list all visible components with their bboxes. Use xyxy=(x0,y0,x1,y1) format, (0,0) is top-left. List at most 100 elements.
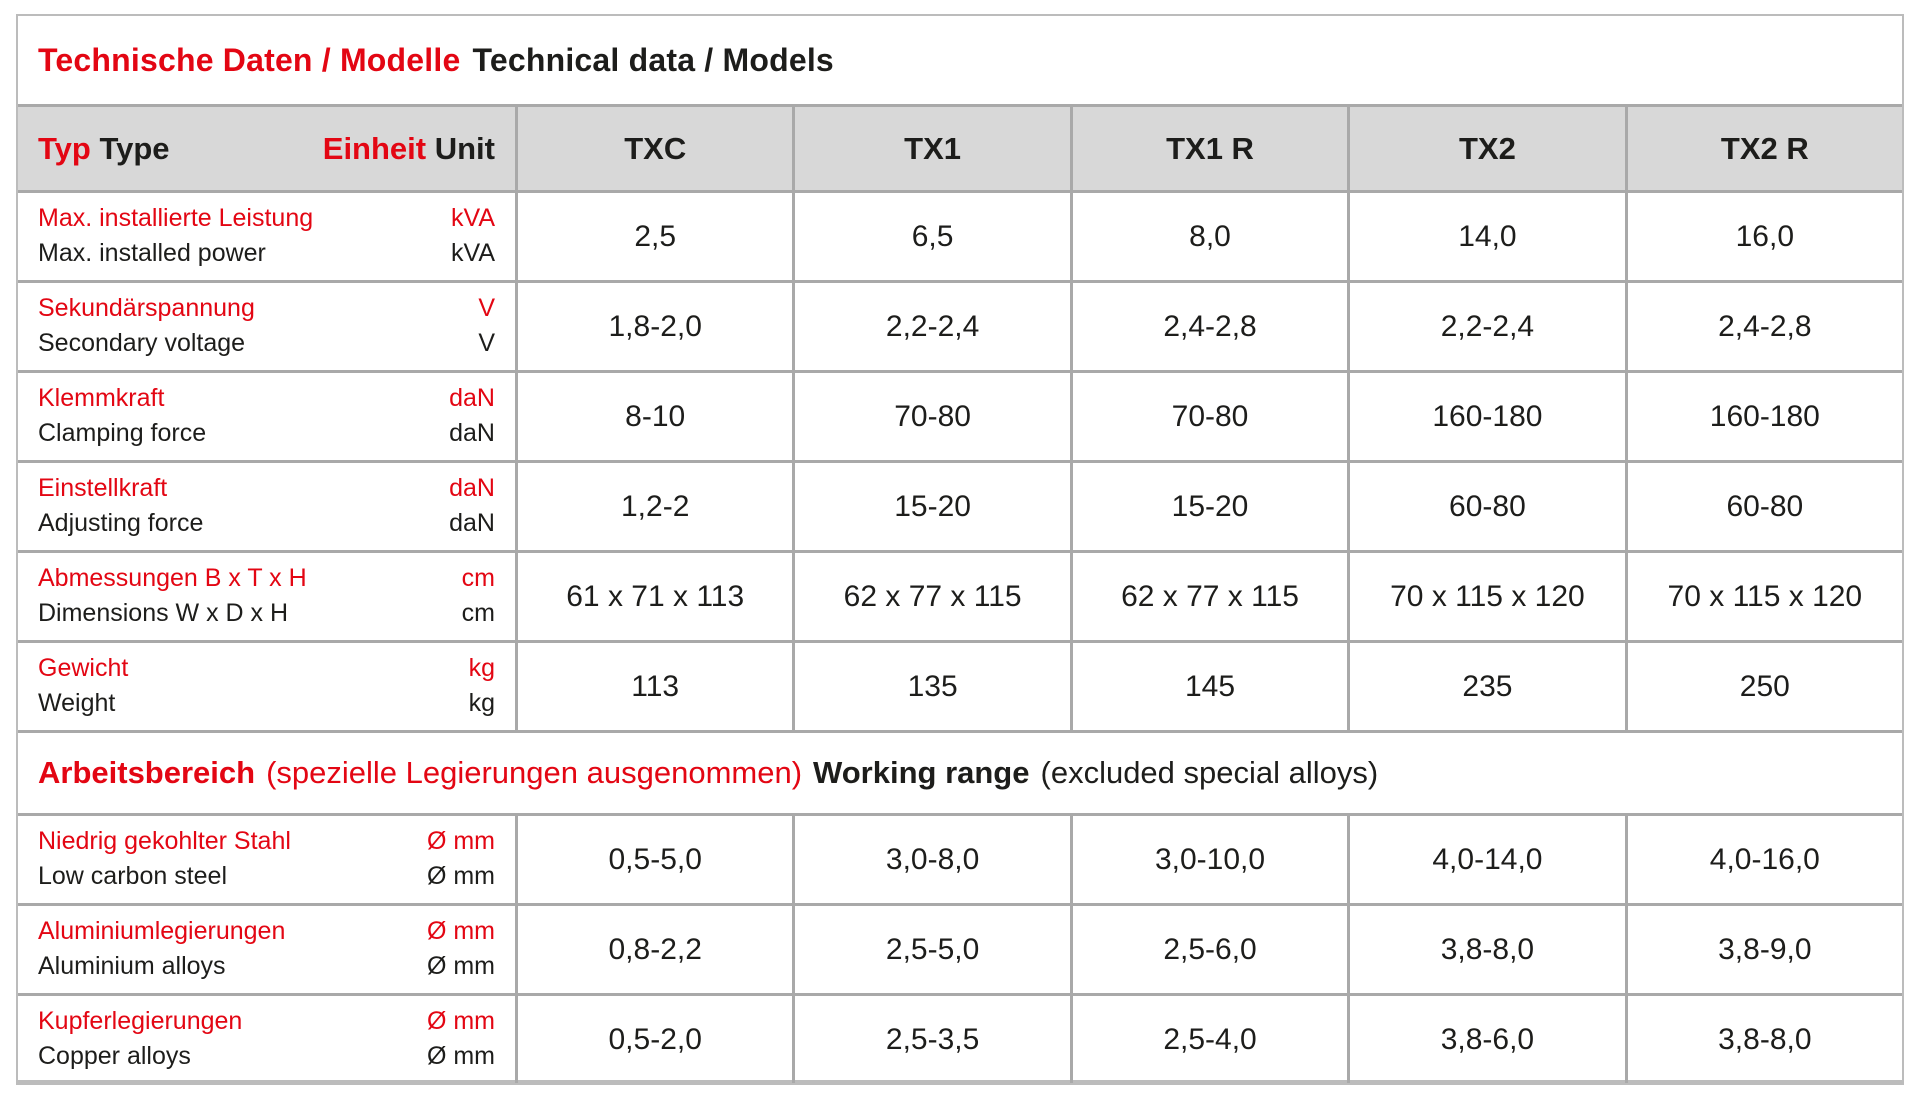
value-cell: 4,0-14,0 xyxy=(1347,816,1624,903)
row-unit-en: kg xyxy=(468,689,495,717)
row-unit-de: daN xyxy=(449,384,495,412)
value-cell: 3,8-6,0 xyxy=(1347,996,1624,1083)
row-label-de: Sekundärspannung xyxy=(38,294,255,322)
value-cell: 15-20 xyxy=(1069,463,1347,550)
value-cell: 3,8-9,0 xyxy=(1624,906,1902,993)
value-cell: 70 x 115 x 120 xyxy=(1347,553,1624,640)
row-unit-en: daN xyxy=(449,509,495,537)
table-row-dimensions: Abmessungen B x T x H cm Dimensions W x … xyxy=(18,550,1902,640)
value-cell: 2,5-6,0 xyxy=(1069,906,1347,993)
row-unit-en: kVA xyxy=(451,239,495,267)
value-cell: 16,0 xyxy=(1624,193,1902,280)
row-unit-de: V xyxy=(478,294,495,322)
header-model-tx1: TX1 xyxy=(792,107,1069,190)
row-label-en: Weight xyxy=(38,689,116,717)
row-label-en: Low carbon steel xyxy=(38,862,228,890)
row-label-cell: Kupferlegierungen Ø mm Copper alloys Ø m… xyxy=(18,996,515,1083)
row-unit-en: daN xyxy=(449,419,495,447)
table-row-secondary-voltage: Sekundärspannung V Secondary voltage V 1… xyxy=(18,280,1902,370)
row-label-cell: Aluminiumlegierungen Ø mm Aluminium allo… xyxy=(18,906,515,993)
value-cell: 3,8-8,0 xyxy=(1624,996,1902,1083)
table-row-low-carbon-steel: Niedrig gekohlter Stahl Ø mm Low carbon … xyxy=(18,813,1902,903)
section-title-en: Working range xyxy=(813,755,1030,790)
value-cell: 2,4-2,8 xyxy=(1624,283,1902,370)
value-cell: 1,8-2,0 xyxy=(515,283,792,370)
value-cell: 2,4-2,8 xyxy=(1069,283,1347,370)
value-cell: 0,8-2,2 xyxy=(515,906,792,993)
value-cell: 113 xyxy=(515,643,792,730)
section-note-en: (excluded special alloys) xyxy=(1040,755,1379,790)
row-unit-en: Ø mm xyxy=(426,862,495,890)
row-unit-de: kVA xyxy=(451,204,495,232)
header-unit-label: Einheit Unit xyxy=(323,131,495,167)
row-unit-en: Ø mm xyxy=(426,1042,495,1070)
value-cell: 2,5-4,0 xyxy=(1069,996,1347,1083)
value-cell: 70-80 xyxy=(1069,373,1347,460)
label-line-english: Aluminium alloys Ø mm xyxy=(38,951,495,981)
row-label-cell: Abmessungen B x T x H cm Dimensions W x … xyxy=(18,553,515,640)
table-row-clamping-force: Klemmkraft daN Clamping force daN 8-10 7… xyxy=(18,370,1902,460)
row-label-cell: Sekundärspannung V Secondary voltage V xyxy=(18,283,515,370)
working-range-section-header: Arbeitsbereich (spezielle Legierungen au… xyxy=(18,730,1902,813)
row-label-cell: Max. installierte Leistung kVA Max. inst… xyxy=(18,193,515,280)
header-type-label: Typ Type xyxy=(38,131,170,167)
header-unit-en: Unit xyxy=(434,130,495,166)
value-cell: 160-180 xyxy=(1624,373,1902,460)
value-cell: 60-80 xyxy=(1624,463,1902,550)
row-label-en: Secondary voltage xyxy=(38,329,246,357)
value-cell: 6,5 xyxy=(792,193,1069,280)
value-cell: 2,2-2,4 xyxy=(792,283,1069,370)
section-note-de: (spezielle Legierungen ausgenommen) xyxy=(266,755,803,790)
row-label-de: Aluminiumlegierungen xyxy=(38,917,286,945)
value-cell: 62 x 77 x 115 xyxy=(792,553,1069,640)
row-label-cell: Niedrig gekohlter Stahl Ø mm Low carbon … xyxy=(18,816,515,903)
value-cell: 15-20 xyxy=(792,463,1069,550)
row-label-en: Copper alloys xyxy=(38,1042,191,1070)
title-german: Technische Daten / Modelle xyxy=(38,41,461,78)
row-unit-en: Ø mm xyxy=(426,952,495,980)
row-label-en: Clamping force xyxy=(38,419,207,447)
row-unit-de: daN xyxy=(449,474,495,502)
label-line-english: Low carbon steel Ø mm xyxy=(38,861,495,891)
table-row-copper-alloys: Kupferlegierungen Ø mm Copper alloys Ø m… xyxy=(18,993,1902,1083)
value-cell: 1,2-2 xyxy=(515,463,792,550)
label-line-english: Max. installed power kVA xyxy=(38,238,495,268)
value-cell: 2,2-2,4 xyxy=(1347,283,1624,370)
label-line-english: Weight kg xyxy=(38,688,495,718)
row-unit-de: cm xyxy=(461,564,495,592)
label-line-german: Klemmkraft daN xyxy=(38,383,495,413)
title-english: Technical data / Models xyxy=(472,41,834,78)
value-cell: 135 xyxy=(792,643,1069,730)
value-cell: 70-80 xyxy=(792,373,1069,460)
row-unit-de: Ø mm xyxy=(426,827,495,855)
label-line-german: Niedrig gekohlter Stahl Ø mm xyxy=(38,826,495,856)
label-line-english: Clamping force daN xyxy=(38,418,495,448)
label-line-german: Sekundärspannung V xyxy=(38,293,495,323)
table-row-aluminium-alloys: Aluminiumlegierungen Ø mm Aluminium allo… xyxy=(18,903,1902,993)
value-cell: 2,5-5,0 xyxy=(792,906,1069,993)
header-model-tx1r: TX1 R xyxy=(1069,107,1347,190)
label-line-english: Copper alloys Ø mm xyxy=(38,1041,495,1071)
table-row-installed-power: Max. installierte Leistung kVA Max. inst… xyxy=(18,190,1902,280)
value-cell: 62 x 77 x 115 xyxy=(1069,553,1347,640)
value-cell: 2,5-3,5 xyxy=(792,996,1069,1083)
header-model-tx2r: TX2 R xyxy=(1624,107,1902,190)
value-cell: 70 x 115 x 120 xyxy=(1624,553,1902,640)
header-unit-de: Einheit xyxy=(322,130,427,166)
row-unit-de: Ø mm xyxy=(426,1007,495,1035)
value-cell: 250 xyxy=(1624,643,1902,730)
value-cell: 145 xyxy=(1069,643,1347,730)
label-line-german: Gewicht kg xyxy=(38,653,495,683)
value-cell: 8,0 xyxy=(1069,193,1347,280)
row-label-en: Dimensions W x D x H xyxy=(38,599,289,627)
header-type-en: Type xyxy=(99,130,170,166)
header-model-txc: TXC xyxy=(515,107,792,190)
value-cell: 60-80 xyxy=(1347,463,1624,550)
header-model-tx2: TX2 xyxy=(1347,107,1624,190)
table-title: Technische Daten / Modelle Technical dat… xyxy=(18,16,1902,104)
header-type-unit-cell: Typ Type Einheit Unit xyxy=(18,107,515,190)
label-line-german: Einstellkraft daN xyxy=(38,473,495,503)
label-line-german: Abmessungen B x T x H cm xyxy=(38,563,495,593)
label-line-english: Dimensions W x D x H cm xyxy=(38,598,495,628)
